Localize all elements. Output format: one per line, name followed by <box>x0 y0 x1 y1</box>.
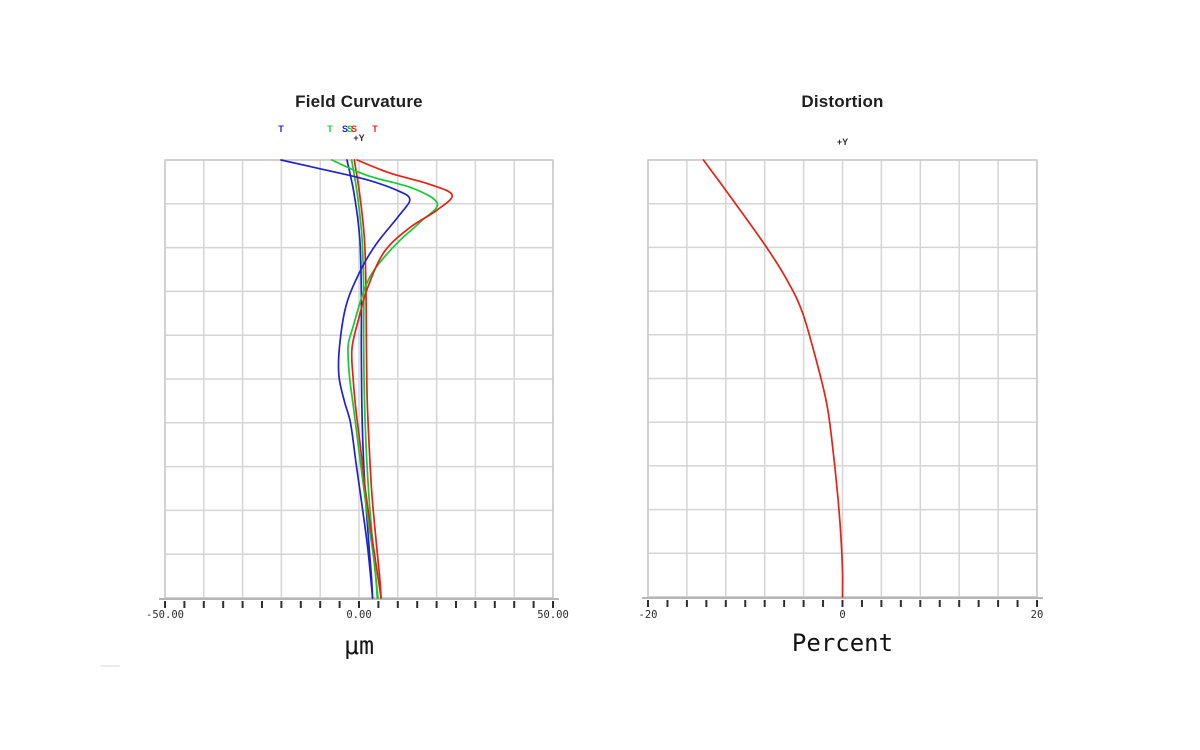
field-curvature-plusy-label: +Y <box>353 133 365 143</box>
x-tick-label: 20 <box>1030 609 1044 621</box>
legend-label-T-green: T <box>327 124 333 134</box>
legend-label-T-blue: T <box>278 124 284 134</box>
x-tick-label: 50.00 <box>537 609 569 621</box>
stray-mark <box>100 665 120 667</box>
legend-label-T-red: T <box>372 124 378 134</box>
curve-S-red <box>353 159 382 599</box>
x-tick-label: 0.00 <box>346 609 372 621</box>
distortion-xaxis-label: Percent <box>791 629 894 657</box>
legend-label-S-red: S <box>350 124 358 134</box>
x-tick-label: -50.00 <box>146 609 184 621</box>
field-curvature-title: Field Curvature <box>295 92 423 111</box>
legend-label-S-green: S <box>346 124 354 134</box>
x-tick-label: -20 <box>638 609 658 621</box>
distortion-title: Distortion <box>801 92 884 111</box>
curve-T-red <box>350 159 453 599</box>
distortion-plusy-label: +Y <box>836 137 849 147</box>
field-curvature-xaxis-label: μm <box>343 631 375 660</box>
curve-S-blue <box>346 159 374 599</box>
curve-T-blue <box>280 159 411 599</box>
curve-T-green <box>330 159 439 599</box>
x-tick-label: 0 <box>839 609 846 621</box>
legend-label-S-blue: S <box>341 124 349 134</box>
curve-distortion-red <box>702 159 844 598</box>
